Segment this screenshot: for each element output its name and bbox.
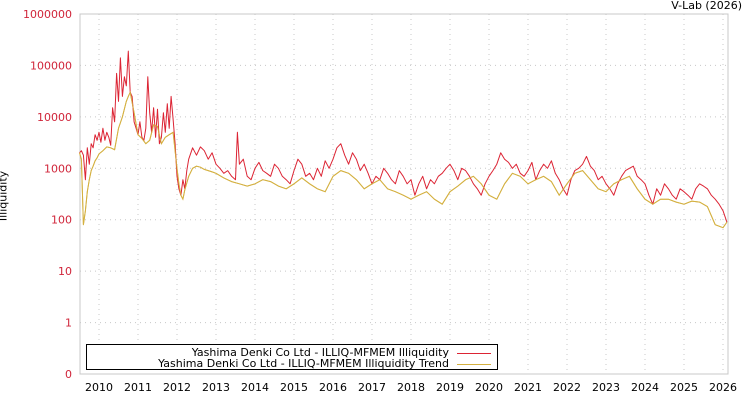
svg-text:100: 100 <box>51 214 72 227</box>
chart-legend: Yashima Denki Co Ltd - ILLIQ-MFMEM Illiq… <box>86 344 498 370</box>
plot-area-frame <box>79 13 729 375</box>
legend-label: Yashima Denki Co Ltd - ILLIQ-MFMEM Illiq… <box>191 346 449 359</box>
x-axis-tick-labels: 2010 2011 2012 2013 2014 2015 2016 2017 2018 2019… <box>85 381 737 394</box>
svg-text:2022: 2022 <box>553 381 581 394</box>
data-series <box>79 50 728 229</box>
legend-line-swatch-red <box>457 352 491 354</box>
grid-lines <box>80 14 728 374</box>
svg-text:1000: 1000 <box>44 162 72 175</box>
svg-text:2013: 2013 <box>202 381 230 394</box>
svg-text:2026: 2026 <box>709 381 737 394</box>
legend-line-swatch-gold <box>457 363 491 365</box>
svg-text:2010: 2010 <box>85 381 113 394</box>
svg-text:1000000: 1000000 <box>23 8 72 21</box>
y-axis-tick-labels: 0 1 10 100 1000 10000 100000 1000000 <box>23 8 72 381</box>
svg-text:10: 10 <box>58 265 72 278</box>
svg-text:10000: 10000 <box>37 111 72 124</box>
svg-text:1: 1 <box>65 317 72 330</box>
svg-text:2016: 2016 <box>319 381 347 394</box>
svg-text:0: 0 <box>65 368 72 381</box>
svg-text:2025: 2025 <box>670 381 698 394</box>
svg-text:2017: 2017 <box>358 381 386 394</box>
legend-label: Yashima Denki Co Ltd - ILLIQ-MFMEM Illiq… <box>158 357 449 370</box>
svg-text:2021: 2021 <box>514 381 542 394</box>
svg-text:2015: 2015 <box>280 381 308 394</box>
svg-text:100000: 100000 <box>30 59 72 72</box>
svg-text:2014: 2014 <box>241 381 269 394</box>
source-credit: V-Lab (2026) <box>671 0 742 12</box>
svg-text:2011: 2011 <box>124 381 152 394</box>
svg-text:2023: 2023 <box>592 381 620 394</box>
svg-text:2018: 2018 <box>397 381 425 394</box>
svg-text:2020: 2020 <box>475 381 503 394</box>
svg-text:2019: 2019 <box>436 381 464 394</box>
svg-text:2024: 2024 <box>631 381 659 394</box>
legend-item-trend: Yashima Denki Co Ltd - ILLIQ-MFMEM Illiq… <box>158 358 497 370</box>
legend-item-illiquidity: Yashima Denki Co Ltd - ILLIQ-MFMEM Illiq… <box>192 347 497 359</box>
svg-text:2012: 2012 <box>163 381 191 394</box>
